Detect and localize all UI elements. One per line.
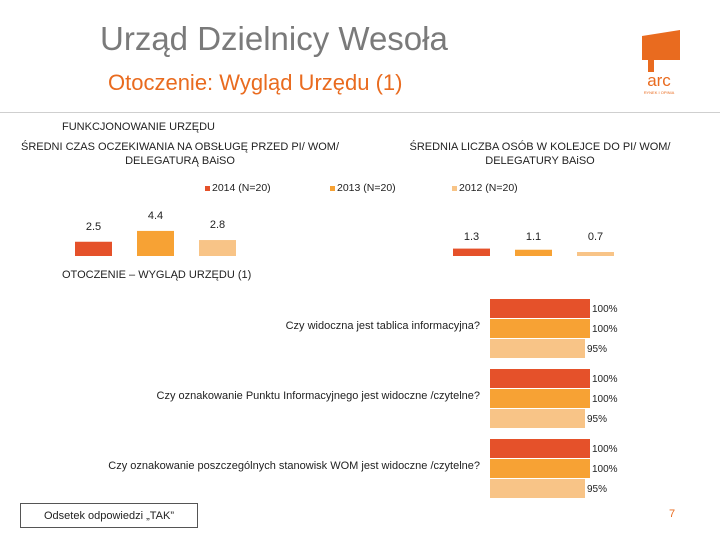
logo-mark <box>642 30 680 60</box>
queue-length-bar <box>577 252 614 256</box>
legend-item-2012: 2012 (N=20) <box>452 182 518 194</box>
logo-stem <box>648 60 654 72</box>
question-label-wom-stations: Czy oznakowanie poszczególnych stanowisk… <box>108 460 480 472</box>
appearance-bar <box>490 319 590 338</box>
appearance-bar-label: 100% <box>592 304 618 315</box>
legend-label-2012: 2012 (N=20) <box>459 182 518 194</box>
appearance-bar <box>490 479 585 498</box>
logo-text: arc <box>647 71 671 90</box>
page-number: 7 <box>669 508 676 520</box>
appearance-bar-label: 100% <box>592 444 618 455</box>
appearance-bar <box>490 299 590 318</box>
appearance-bar <box>490 339 585 358</box>
waiting-time-bar-label: 2.8 <box>210 219 225 231</box>
question-label-info-board: Czy widoczna jest tablica informacyjna? <box>285 320 480 332</box>
appearance-bar-label: 95% <box>587 414 607 425</box>
page-title: Urząd Dzielnicy Wesoła <box>100 20 448 57</box>
appearance-bar-label: 100% <box>592 464 618 475</box>
waiting-time-bar-label: 2.5 <box>86 221 101 233</box>
legend-swatch-2013 <box>330 185 335 191</box>
appearance-bar <box>490 409 585 428</box>
waiting-time-bar <box>75 241 112 256</box>
question-label-info-point: Czy oznakowanie Punktu Informacyjnego je… <box>156 390 480 402</box>
queue-length-bar-label: 1.1 <box>526 231 541 243</box>
appearance-bar-label: 100% <box>592 374 618 385</box>
waiting-time-bar <box>137 230 174 256</box>
queue-length-bar <box>515 249 552 256</box>
legend-label-2014: 2014 (N=20) <box>212 182 271 194</box>
queue-length-bar-label: 0.7 <box>588 231 603 243</box>
legend-swatch-2014 <box>205 185 210 191</box>
appearance-bar <box>490 459 590 478</box>
queue-length-bar <box>453 248 490 256</box>
arc-logo: arc RYNEK I OPINIA <box>642 30 680 95</box>
logo-tagline: RYNEK I OPINIA <box>644 90 675 95</box>
appearance-bar <box>490 389 590 408</box>
legend-label-2013: 2013 (N=20) <box>337 182 396 194</box>
section-heading-functioning: FUNKCJONOWANIE URZĘDU <box>62 121 215 133</box>
appearance-bar-label: 100% <box>592 394 618 405</box>
footnote-box: Odsetek odpowiedzi „TAK” <box>20 503 198 528</box>
chart-title-queue-length: ŚREDNIA LICZBA OSÓB W KOLEJCE DO PI/ WOM… <box>409 141 671 167</box>
waiting-time-bar-label: 4.4 <box>148 210 163 222</box>
appearance-bar <box>490 369 590 388</box>
chart-title-waiting-time: ŚREDNI CZAS OCZEKIWANIA NA OBSŁUGĘ PRZED… <box>20 141 340 167</box>
legend-item-2014: 2014 (N=20) <box>205 182 271 194</box>
appearance-bar-label: 95% <box>587 484 607 495</box>
legend-item-2013: 2013 (N=20) <box>330 182 396 194</box>
appearance-bar-label: 100% <box>592 324 618 335</box>
appearance-bar <box>490 439 590 458</box>
appearance-bar-label: 95% <box>587 344 607 355</box>
section-heading-appearance: OTOCZENIE – WYGLĄD URZĘDU (1) <box>62 269 252 281</box>
queue-length-bar-label: 1.3 <box>464 231 479 243</box>
waiting-time-bar <box>199 240 236 256</box>
legend-swatch-2012 <box>452 185 457 191</box>
page-subtitle: Otoczenie: Wygląd Urzędu (1) <box>108 70 403 95</box>
header-divider <box>0 112 720 113</box>
